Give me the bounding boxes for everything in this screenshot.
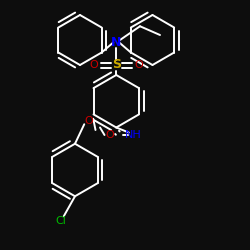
Text: S: S xyxy=(112,58,121,71)
Text: O: O xyxy=(84,116,93,126)
Text: Cl: Cl xyxy=(56,216,67,226)
Text: NH: NH xyxy=(126,130,142,140)
Text: O: O xyxy=(134,60,143,70)
Text: O: O xyxy=(106,130,114,140)
Text: O: O xyxy=(90,60,98,70)
Text: N: N xyxy=(111,36,122,49)
